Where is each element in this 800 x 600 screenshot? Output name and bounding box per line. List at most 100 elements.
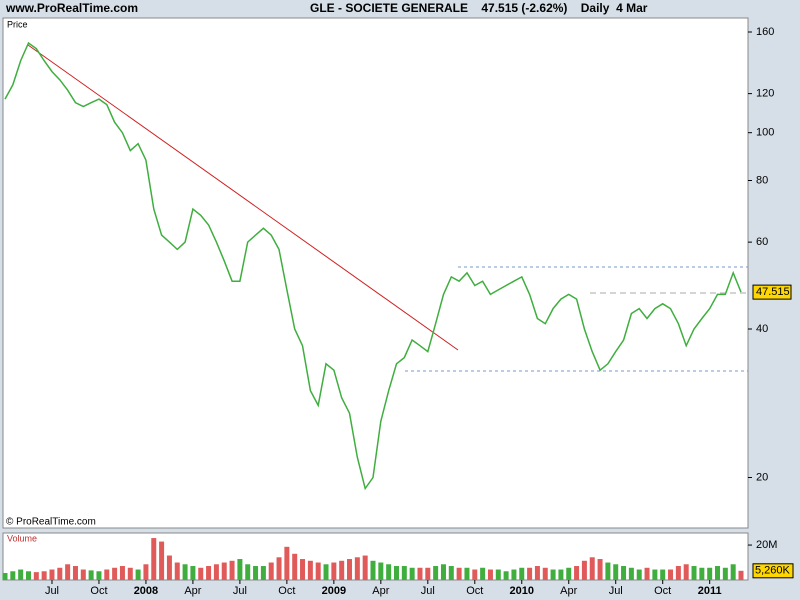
y-tick-label: 100 [756,127,774,139]
volume-bar [18,569,24,580]
y-tick-label: 60 [756,236,768,248]
volume-bar [464,567,470,580]
volume-bar [166,555,172,580]
volume-bar [88,570,94,580]
volume-bar [730,564,736,580]
volume-bar [503,571,509,580]
volume-bar [675,566,681,580]
volume-bar [605,562,611,580]
price-panel [2,17,749,529]
volume-bar [558,569,564,580]
volume-bar [542,567,548,580]
last-price-label: 47.515 [756,286,790,298]
volume-label: Volume [7,533,37,543]
volume-bar [190,566,196,580]
volume-bar [25,571,31,580]
volume-bar [589,557,595,580]
volume-bar [534,566,540,580]
y-tick-label: 20M [756,539,777,551]
last-volume-box [752,563,794,579]
volume-bar [393,566,399,580]
volume-bar [722,567,728,580]
volume-bar [135,569,141,580]
volume-bar [237,559,243,580]
volume-bar [636,569,642,580]
x-tick-label: Jul [45,585,59,597]
y-tick-label: 20 [756,471,768,483]
volume-bar [49,569,55,580]
volume-bar [472,569,478,580]
volume-bar [347,559,353,580]
volume-bar [10,571,16,580]
volume-bar [417,567,423,580]
x-tick-label: Apr [184,585,201,597]
volume-bar [339,560,345,580]
volume-bar [2,573,8,580]
volume-bar [174,562,180,580]
last-price-box [752,284,792,300]
last-volume-label: 5,260K [755,565,791,577]
volume-bar [683,564,689,580]
y-tick-label: 40 [756,323,768,335]
volume-bar [511,569,517,580]
y-tick-label: 80 [756,174,768,186]
volume-bar [370,560,376,580]
volume-bar [284,546,290,580]
volume-bar [409,567,415,580]
volume-bar [550,569,556,580]
volume-bar [119,566,125,580]
volume-bar [96,571,102,580]
volume-bar [519,567,525,580]
volume-bar [425,567,431,580]
volume-bar [495,569,501,580]
volume-bar [644,567,650,580]
y-tick-label: 160 [756,26,774,38]
volume-bar [253,566,259,580]
x-tick-label: Jul [421,585,435,597]
price-label: Price [7,19,28,29]
x-tick-label: 2008 [134,585,158,597]
volume-bar [198,567,204,580]
x-tick-label: Jul [233,585,247,597]
volume-bar [57,567,63,580]
volume-bar [401,566,407,580]
volume-bar [566,567,572,580]
volume-bar [104,569,110,580]
volume-bar [433,566,439,580]
volume-bar [307,560,313,580]
volume-bar [300,559,306,580]
volume-bar [268,562,274,580]
x-tick-label: Oct [654,585,671,597]
volume-bar [652,569,658,580]
volume-bar [738,570,744,580]
volume-bar [699,567,705,580]
x-tick-label: Oct [466,585,483,597]
volume-bar [80,569,86,580]
x-tick-label: Jul [609,585,623,597]
x-tick-label: Oct [278,585,295,597]
volume-bar [660,569,666,580]
volume-bar [159,541,165,580]
volume-bar [574,566,580,580]
volume-bar [151,538,157,580]
volume-bar [691,566,697,580]
volume-bar [487,569,493,580]
volume-bar [668,569,674,580]
volume-bar [143,564,149,580]
volume-bar [440,564,446,580]
volume-bar [448,566,454,580]
x-tick-label: 2009 [322,585,346,597]
volume-bar [354,557,360,580]
volume-bar [33,572,39,580]
x-tick-label: Oct [90,585,107,597]
volume-bar [331,562,337,580]
volume-bar [276,557,282,580]
volume-bar [292,553,298,580]
volume-bar [213,564,219,580]
volume-bar [386,564,392,580]
volume-bar [628,567,634,580]
volume-bar [715,566,721,580]
site: www.ProRealTime.com [5,1,138,15]
